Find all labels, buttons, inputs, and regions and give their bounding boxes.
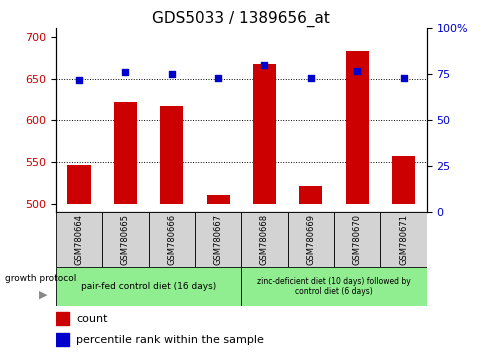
Bar (206, 195, 229, 204)
Text: GSM780670: GSM780670 (352, 214, 361, 266)
Bar (114, 102, 136, 204)
Text: GSM780668: GSM780668 (259, 214, 269, 266)
Text: growth protocol: growth protocol (5, 274, 76, 283)
Text: GSM780664: GSM780664 (75, 214, 83, 266)
Bar (333, 212, 379, 267)
Bar (148, 212, 195, 267)
Text: ▶: ▶ (39, 290, 48, 299)
Text: GSM780671: GSM780671 (398, 214, 407, 266)
Point (75, 77, 83, 83)
Text: count: count (76, 314, 107, 324)
Bar (241, 267, 426, 306)
Bar (56, 267, 241, 306)
Bar (160, 106, 183, 204)
Text: GSM780669: GSM780669 (306, 214, 315, 266)
Bar (379, 212, 426, 267)
Bar (345, 51, 368, 204)
Point (260, 62, 268, 68)
Text: GSM780665: GSM780665 (121, 214, 130, 266)
Point (306, 75, 314, 81)
Bar (299, 187, 322, 204)
Point (353, 68, 361, 74)
Bar (67, 165, 91, 204)
Text: zinc-deficient diet (10 days) followed by
control diet (6 days): zinc-deficient diet (10 days) followed b… (257, 277, 410, 296)
Point (214, 75, 222, 81)
Bar (391, 156, 414, 204)
Text: percentile rank within the sample: percentile rank within the sample (76, 335, 263, 345)
Text: GSM780666: GSM780666 (167, 214, 176, 266)
Text: pair-fed control diet (16 days): pair-fed control diet (16 days) (81, 282, 216, 291)
Bar (56, 312, 69, 325)
Text: GSM780667: GSM780667 (213, 214, 222, 266)
Bar (287, 212, 333, 267)
Point (399, 75, 407, 81)
Title: GDS5033 / 1389656_at: GDS5033 / 1389656_at (152, 11, 330, 27)
Bar (241, 212, 287, 267)
Bar (252, 64, 275, 204)
Bar (56, 212, 102, 267)
Point (121, 70, 129, 75)
Bar (56, 333, 69, 346)
Bar (102, 212, 148, 267)
Bar (195, 212, 241, 267)
Point (167, 72, 175, 77)
